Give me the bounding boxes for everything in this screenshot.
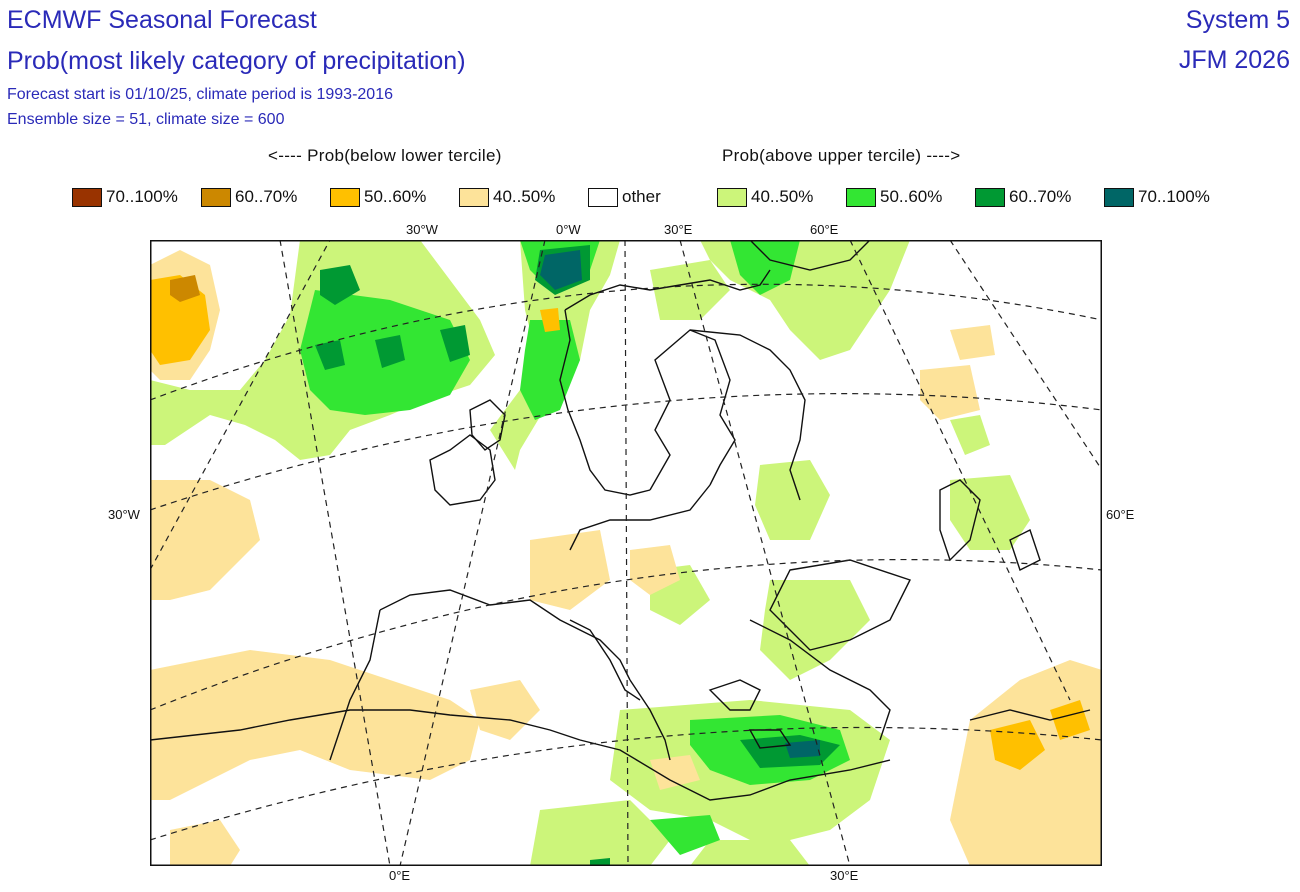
probability-area	[920, 365, 980, 420]
probability-area	[470, 680, 540, 740]
probability-area	[170, 275, 200, 302]
graticule	[150, 240, 1102, 866]
legend-label: 40..50%	[493, 187, 556, 206]
page-subtitle: Prob(most likely category of precipitati…	[7, 47, 466, 75]
system-label: System 5	[1185, 6, 1290, 34]
map-top-label: 30°E	[664, 222, 693, 237]
legend-swatch	[1104, 187, 1134, 207]
probability-area	[785, 740, 820, 758]
map-left-label: 30°W	[108, 507, 140, 522]
probability-area	[650, 755, 700, 790]
forecast-map	[150, 240, 1102, 866]
probability-area	[150, 275, 210, 365]
map-bottom-label: 0°E	[389, 868, 411, 883]
coastlines	[150, 240, 1091, 801]
probability-area	[950, 415, 990, 455]
map-frame	[150, 240, 1102, 866]
probability-area	[755, 460, 830, 540]
legend-label: 50..60%	[880, 187, 943, 206]
probability-area	[650, 815, 720, 855]
legend-item: 70..100%	[1104, 185, 1210, 209]
probability-area	[540, 308, 560, 332]
probability-area	[540, 250, 582, 290]
probability-area	[950, 325, 995, 360]
legend-item: 70..100%	[72, 185, 178, 209]
probability-area	[530, 530, 610, 610]
probability-area	[1050, 700, 1090, 740]
legend-item: 40..50%	[459, 185, 555, 209]
probability-area	[170, 820, 240, 866]
map-top-label: 30°W	[406, 222, 438, 237]
legend-above-title: Prob(above upper tercile) ---->	[722, 146, 961, 165]
legend-label: 60..70%	[235, 187, 298, 206]
legend-item: 50..60%	[846, 185, 942, 209]
below-tercile-areas	[150, 250, 1102, 866]
legend-item: 60..70%	[201, 185, 297, 209]
probability-area	[590, 858, 610, 866]
legend-below-title: <---- Prob(below lower tercile)	[268, 146, 502, 165]
page-title: ECMWF Seasonal Forecast	[7, 6, 317, 34]
legend-item: 60..70%	[975, 185, 1071, 209]
probability-area	[690, 840, 810, 866]
probability-area	[650, 260, 730, 320]
legend-item: 40..50%	[717, 185, 813, 209]
forecast-info-line: Forecast start is 01/10/25, climate peri…	[7, 86, 393, 103]
legend-swatch	[330, 187, 360, 207]
probability-area	[520, 320, 580, 420]
legend-item: other	[588, 185, 661, 209]
legend-label: 60..70%	[1009, 187, 1072, 206]
map-top-label: 0°W	[556, 222, 581, 237]
probability-area	[950, 475, 1030, 550]
map-bottom-label: 30°E	[830, 868, 859, 883]
probability-area	[440, 325, 470, 362]
legend-swatch	[201, 187, 231, 207]
probability-area	[375, 335, 405, 368]
legend-label: 70..100%	[106, 187, 178, 206]
legend-item: 50..60%	[330, 185, 426, 209]
legend-label: other	[622, 187, 661, 206]
probability-area	[630, 545, 680, 595]
probability-area	[150, 650, 480, 800]
legend-swatch	[72, 187, 102, 207]
probability-area	[990, 720, 1045, 770]
probability-area	[730, 240, 800, 295]
legend-label: 40..50%	[751, 187, 814, 206]
season-label: JFM 2026	[1178, 46, 1290, 74]
legend-swatch	[588, 187, 618, 207]
legend-label: 70..100%	[1138, 187, 1210, 206]
probability-area	[150, 480, 260, 600]
map-right-label: 60°E	[1106, 507, 1135, 522]
probability-area	[320, 265, 360, 305]
legend-swatch	[975, 187, 1005, 207]
probability-area	[530, 800, 670, 866]
probability-area	[315, 340, 345, 370]
map-top-label: 60°E	[810, 222, 839, 237]
legend-swatch	[717, 187, 747, 207]
legend-swatch	[459, 187, 489, 207]
legend-swatch	[846, 187, 876, 207]
probability-area	[760, 580, 870, 680]
ensemble-info-line: Ensemble size = 51, climate size = 600	[7, 111, 285, 128]
legend: 70..100% 60..70% 50..60% 40..50% other 4…	[0, 185, 1300, 209]
legend-label: 50..60%	[364, 187, 427, 206]
